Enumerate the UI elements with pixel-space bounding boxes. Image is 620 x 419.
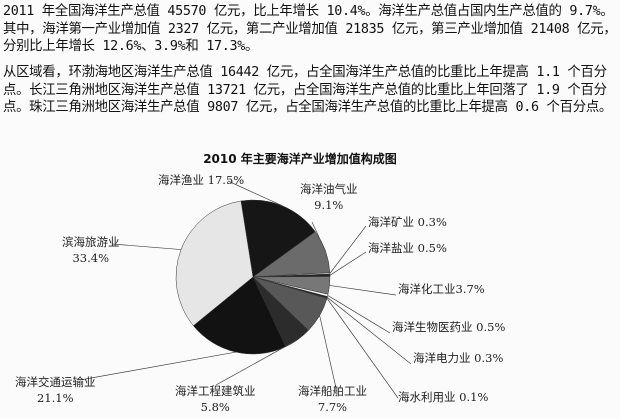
- label-engineering: 海洋工程建筑业 5.8%: [175, 384, 256, 414]
- leader-line: [329, 225, 367, 274]
- leader-line: [326, 298, 399, 399]
- leader-line: [327, 297, 412, 365]
- label-mining: 海洋矿业 0.3%: [368, 215, 447, 229]
- paragraph-regional-output: 从区域看，环渤海地区海洋生产总值 16442 亿元，占全国海洋生产总值的比重比上…: [3, 65, 613, 116]
- leader-line: [311, 221, 326, 252]
- leader-line: [111, 243, 182, 250]
- label-tourism: 滨海旅游业 33.4%: [62, 235, 120, 265]
- label-power: 海洋电力业 0.3%: [413, 351, 504, 365]
- leader-line: [329, 251, 367, 276]
- paragraph-national-output: 2011 年全国海洋生产总值 45570 亿元，比上年增长 10.4%。海洋生产…: [3, 4, 617, 55]
- label-biomedicine: 海洋生物医药业 0.5%: [392, 320, 506, 334]
- label-oil-gas: 海洋油气业 9.1%: [300, 182, 358, 212]
- leader-line: [79, 351, 237, 381]
- chart-title: 2010 年主要海洋产业增加值构成图: [203, 152, 397, 166]
- leader-line: [319, 315, 337, 389]
- leader-line: [327, 295, 391, 334]
- label-fishery: 海洋渔业 17.5%: [158, 173, 245, 187]
- label-transport: 海洋交通运输业 21.1%: [15, 375, 96, 405]
- leader-line: [215, 339, 299, 386]
- label-salt: 海洋盐业 0.5%: [368, 241, 447, 255]
- leader-line: [329, 285, 397, 296]
- pie-slice: [175, 200, 254, 327]
- label-shipbuilding: 海洋船舶工业 7.7%: [298, 384, 367, 414]
- label-chemical: 海洋化工业3.7%: [398, 282, 485, 296]
- pie-slice: [240, 199, 316, 278]
- label-seawater-use: 海水利用业 0.1%: [398, 390, 489, 404]
- leader-line: [227, 180, 283, 207]
